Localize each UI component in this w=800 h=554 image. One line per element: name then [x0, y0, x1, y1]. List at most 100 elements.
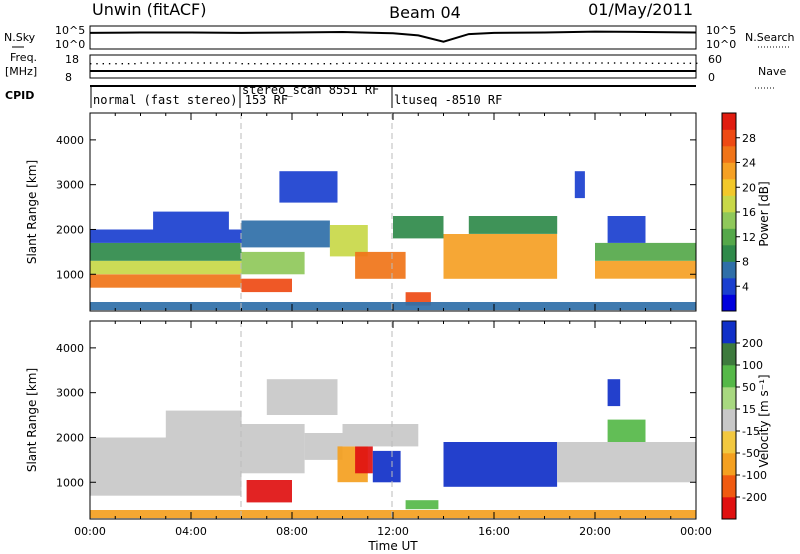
heatmap-cell	[279, 171, 338, 203]
nsearch-label: N.Search	[745, 31, 795, 44]
nave-dot	[90, 63, 92, 65]
heatmap-cell	[468, 216, 558, 234]
colorbar-tick-label: -200	[742, 491, 767, 504]
freq-label-2: [MHz]	[5, 65, 37, 78]
nave-dot	[658, 62, 660, 64]
nave-tick-bottom: 0	[708, 71, 715, 84]
velocity-ylabel: Slant Range [km]	[25, 368, 39, 472]
nsky-tick-bottom: 10^0	[55, 38, 85, 51]
nave-dot	[241, 63, 243, 65]
colorbar-tick-label: -50	[742, 447, 760, 460]
heatmap-cell	[607, 216, 646, 243]
colorbar-tick-label: 12	[742, 231, 756, 244]
colorbar-segment	[722, 497, 736, 520]
x-tick-label: 00:00	[680, 525, 712, 538]
nave-dot	[165, 62, 168, 64]
nave-dot	[279, 63, 281, 65]
nave-dot	[418, 62, 420, 64]
power-colorbar: 4 8 12 16 20 24 28	[721, 112, 756, 312]
nave-dot	[519, 62, 521, 64]
heatmap-cell	[246, 480, 292, 503]
nave-dot	[247, 63, 250, 65]
nave-dot	[487, 62, 490, 64]
colorbar-tick-label: 50	[742, 381, 756, 394]
date-title: 01/May/2011	[588, 0, 693, 19]
heatmap-cell	[266, 379, 338, 415]
nave-dot	[525, 62, 527, 64]
nave-dot	[108, 63, 111, 65]
velocity-heatmap	[90, 379, 696, 519]
nsky-label: N.Sky	[4, 31, 36, 44]
nave-dot	[153, 62, 155, 64]
colorbar-segment	[722, 162, 736, 180]
nave-dot	[96, 63, 98, 65]
cpid-segment-2: ltuseq -8510 RF	[394, 93, 502, 107]
nave-dot	[115, 63, 117, 65]
nave-dot	[475, 62, 477, 64]
heatmap-cell	[90, 242, 242, 261]
nsky-line	[89, 30, 697, 43]
nave-dot	[683, 62, 685, 64]
cpid-label: CPID	[5, 89, 34, 102]
velocity-axes: 1000 2000 3000 4000	[56, 321, 697, 519]
colorbar-tick-label: 200	[742, 337, 763, 350]
nave-dot	[696, 62, 698, 64]
nave-dot	[285, 63, 288, 65]
nave-dot	[601, 62, 603, 64]
colorbar-segment	[722, 261, 736, 279]
colorbar-tick-label: 4	[742, 280, 749, 293]
nave-dot	[342, 62, 344, 64]
colorbar-segment	[722, 245, 736, 262]
heatmap-cell	[393, 216, 444, 239]
y-tick-label: 1000	[56, 268, 84, 281]
nave-dot	[538, 62, 540, 64]
colorbar-frame	[721, 320, 737, 520]
nave-dot	[191, 62, 193, 64]
nave-dot	[557, 62, 559, 64]
colorbar-segment	[722, 228, 736, 246]
nave-dot	[222, 62, 224, 64]
colorbar-segment	[722, 212, 736, 229]
nave-dot	[424, 62, 426, 64]
y-tick-label: 3000	[56, 387, 84, 400]
heatmap-cell	[241, 424, 305, 474]
heatmap-cell	[595, 242, 696, 261]
nave-dot	[140, 62, 142, 64]
heatmap-cell	[443, 442, 558, 487]
power-heatmap	[90, 171, 696, 311]
nave-dot	[620, 62, 622, 64]
nave-dot	[386, 62, 389, 64]
heatmap-cell	[595, 260, 696, 279]
power-axes: 1000 2000 3000 4000	[56, 113, 697, 311]
heatmap-cell	[304, 433, 343, 460]
nave-dot	[595, 62, 597, 64]
colorbar-segment	[722, 113, 736, 130]
y-tick-label: 4000	[56, 342, 84, 355]
colorbar-tick-label: 24	[742, 157, 756, 170]
nave-dot	[159, 62, 161, 64]
colorbar-tick-label: 100	[742, 359, 763, 372]
nave-dot	[506, 62, 508, 64]
colorbar-tick-label: 8	[742, 256, 749, 269]
nsky-strip-frame	[89, 25, 697, 50]
nave-dot	[626, 62, 628, 64]
nave-dot	[494, 62, 496, 64]
power-ylabel: Slant Range [km]	[25, 160, 39, 264]
heatmap-cell	[90, 437, 242, 496]
nave-label: Nave	[758, 65, 786, 78]
x-tick-label: 16:00	[478, 525, 510, 538]
nave-dot	[273, 63, 275, 65]
heatmap-cell	[241, 278, 292, 293]
nave-dot	[235, 62, 237, 64]
nave-dot	[393, 62, 395, 64]
heatmap-cell	[153, 211, 229, 230]
heatmap-cell	[443, 234, 558, 279]
nave-dot	[639, 62, 641, 64]
freq-strip-frame	[89, 54, 697, 79]
heatmap-cell	[355, 446, 373, 474]
heatmap-cell	[90, 260, 242, 275]
heatmap-cell	[90, 229, 242, 243]
colorbar-segment	[722, 146, 736, 163]
y-tick-label: 4000	[56, 134, 84, 147]
nave-dot	[550, 62, 553, 64]
